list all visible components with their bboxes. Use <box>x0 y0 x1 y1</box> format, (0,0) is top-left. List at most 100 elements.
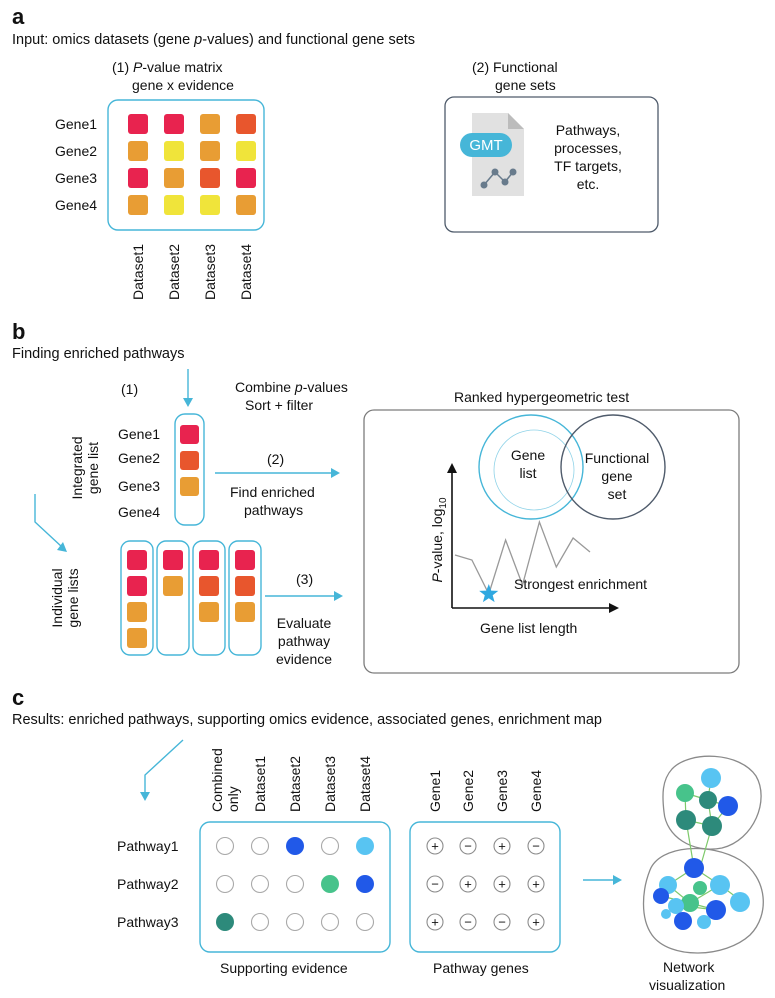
venn-diagram <box>478 414 666 520</box>
step1-text-line2: Sort + filter <box>245 397 313 413</box>
evidence-dots <box>215 836 375 932</box>
genesets-title-line2: gene sets <box>495 77 556 93</box>
functional-gene-set-circle <box>560 414 666 520</box>
gene-sign: + <box>532 877 540 892</box>
gene-sign: − <box>532 839 540 854</box>
matrix-title-line2: gene x evidence <box>132 77 234 93</box>
matrix-cell <box>128 114 148 134</box>
individual-cell <box>199 576 219 596</box>
gene-sign: + <box>498 877 506 892</box>
matrix-cell <box>128 168 148 188</box>
gene-sign: + <box>431 839 439 854</box>
venn-right-line: gene <box>601 468 632 484</box>
evidence-col-label: Dataset2 <box>287 756 303 812</box>
gene-col-label: Gene2 <box>460 770 476 812</box>
integrated-gene-label: Gene2 <box>118 450 160 466</box>
gene-sign: − <box>464 915 472 930</box>
plus-icon <box>426 913 444 931</box>
integrated-gene-label: Gene3 <box>118 478 160 494</box>
individual-gene-lists <box>120 540 262 656</box>
matrix-cell <box>128 195 148 215</box>
plus-icon <box>493 875 511 893</box>
individual-cell <box>127 550 147 570</box>
evidence-dot-empty <box>355 912 375 932</box>
integrated-cell <box>180 425 199 444</box>
matrix-cell <box>200 168 220 188</box>
matrix-cell <box>164 168 184 188</box>
gmt-badge: GMT <box>469 137 502 154</box>
panel-c-subtitle: Results: enriched pathways, supporting o… <box>12 712 602 728</box>
step2-text-line2: pathways <box>244 502 303 518</box>
gene-sign: + <box>532 915 540 930</box>
individual-cell <box>235 602 255 622</box>
panel-c-letter: c <box>12 685 24 710</box>
plus-icon <box>527 875 545 893</box>
gene-col-label: Gene4 <box>528 770 544 812</box>
matrix-cell <box>236 195 256 215</box>
individual-list-box <box>192 540 226 656</box>
pathway-labels: Pathway1 Pathway2 Pathway3 <box>117 838 179 930</box>
step2-text-line1: Find enriched <box>230 484 315 500</box>
individual-cell <box>163 550 183 570</box>
integrated-cell <box>180 477 199 496</box>
matrix-cell <box>236 114 256 134</box>
evidence-dot-empty <box>320 836 340 856</box>
evidence-dot-empty <box>250 874 270 894</box>
matrix-row-labels: Gene1 Gene2 Gene3 Gene4 <box>55 116 97 213</box>
matrix-cell <box>236 168 256 188</box>
minus-icon <box>459 913 477 931</box>
matrix-row-label: Gene2 <box>55 143 97 159</box>
plus-icon <box>527 913 545 931</box>
network-cluster-bottom <box>642 847 764 954</box>
minus-icon <box>459 837 477 855</box>
matrix-column-labels: Dataset1 Dataset2 Dataset3 Dataset4 <box>130 244 254 300</box>
integrated-cells <box>180 425 199 496</box>
evidence-dot-filled <box>356 837 374 855</box>
venn-right-line: Functional <box>585 450 650 466</box>
step3-text-line: evidence <box>276 651 332 667</box>
venn-left-line: Gene <box>511 447 545 463</box>
evidence-box <box>199 821 391 953</box>
matrix-cell <box>236 141 256 161</box>
individual-cell <box>235 576 255 596</box>
diagonal-arrow-b <box>34 494 63 548</box>
panel-b-letter: b <box>12 319 25 344</box>
pathway-genes-box <box>409 821 561 953</box>
integrated-cell <box>180 451 199 470</box>
genesets-desc-line: processes, <box>554 140 622 156</box>
network-visualization <box>642 755 764 954</box>
evidence-dot-empty <box>285 874 305 894</box>
individual-cell <box>163 576 183 596</box>
integrated-label-line1: Integrated <box>69 436 85 499</box>
hypergeometric-test-box <box>363 409 740 674</box>
matrix-row-label: Gene1 <box>55 116 97 132</box>
venn-left-line: list <box>519 465 536 481</box>
evidence-dot-filled <box>321 875 339 893</box>
evidence-dot-empty <box>215 836 235 856</box>
individual-list-box <box>156 540 190 656</box>
pathway-label: Pathway2 <box>117 876 179 892</box>
gene-col-label: Gene1 <box>427 770 443 812</box>
integrated-label-line2: gene list <box>85 442 101 494</box>
gene-sign: + <box>431 915 439 930</box>
y-axis-label: P-value, log10 <box>429 497 449 582</box>
individual-label-line1: Individual <box>49 568 65 627</box>
matrix-cell <box>200 114 220 134</box>
gene-sign: + <box>464 877 472 892</box>
gene-column-labels: Gene1 Gene2 Gene3 Gene4 <box>427 770 544 812</box>
star-icon <box>479 584 499 603</box>
genesets-description: Pathways, processes, TF targets, etc. <box>554 122 622 192</box>
network-caption-line2: visualization <box>649 977 725 993</box>
genesets-desc-line: etc. <box>577 176 600 192</box>
evidence-dot-empty <box>320 912 340 932</box>
evidence-dot-empty <box>285 912 305 932</box>
individual-cell <box>127 576 147 596</box>
evidence-dot-filled <box>286 837 304 855</box>
genesets-box <box>444 96 659 233</box>
step2-label: (2) <box>267 451 284 467</box>
matrix-cell <box>128 141 148 161</box>
evidence-col-label: Dataset4 <box>357 756 373 812</box>
plus-icon <box>459 875 477 893</box>
gene-sign: − <box>498 915 506 930</box>
